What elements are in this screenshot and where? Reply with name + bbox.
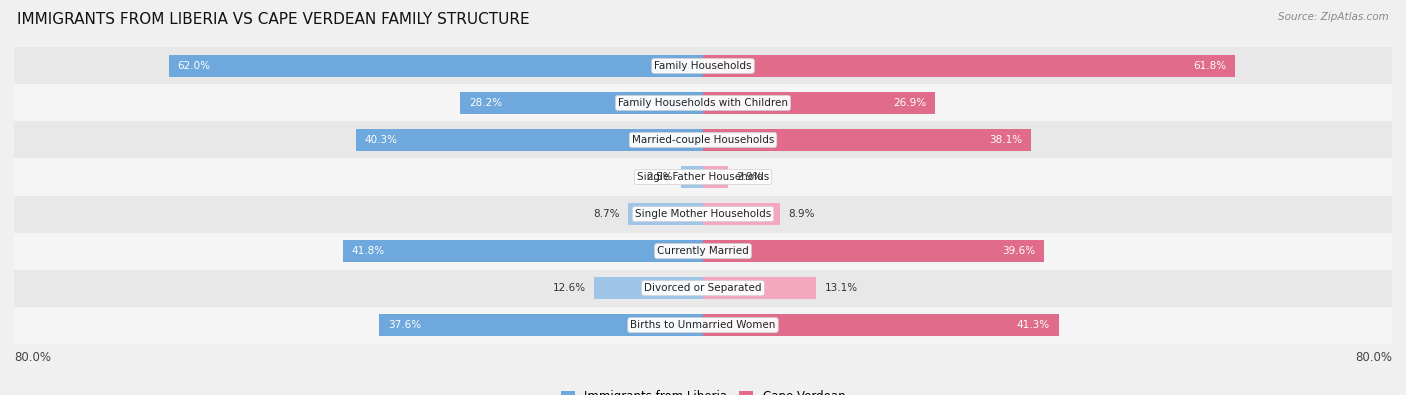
Text: 41.8%: 41.8% — [352, 246, 385, 256]
Bar — [703, 92, 935, 114]
Bar — [703, 314, 1059, 336]
Bar — [14, 158, 1392, 196]
Bar — [14, 47, 1392, 85]
Text: 2.9%: 2.9% — [737, 172, 763, 182]
Text: Divorced or Separated: Divorced or Separated — [644, 283, 762, 293]
Bar — [703, 203, 780, 225]
Text: 37.6%: 37.6% — [388, 320, 420, 330]
Bar — [703, 277, 815, 299]
Text: IMMIGRANTS FROM LIBERIA VS CAPE VERDEAN FAMILY STRUCTURE: IMMIGRANTS FROM LIBERIA VS CAPE VERDEAN … — [17, 12, 530, 27]
Bar — [14, 85, 1392, 121]
Bar — [356, 129, 703, 151]
Text: 13.1%: 13.1% — [824, 283, 858, 293]
Text: 28.2%: 28.2% — [468, 98, 502, 108]
Text: Married-couple Households: Married-couple Households — [631, 135, 775, 145]
Legend: Immigrants from Liberia, Cape Verdean: Immigrants from Liberia, Cape Verdean — [561, 390, 845, 395]
Bar — [14, 233, 1392, 269]
Bar — [343, 240, 703, 262]
Bar — [703, 55, 1236, 77]
Bar — [628, 203, 703, 225]
Text: 8.9%: 8.9% — [789, 209, 814, 219]
Text: 8.7%: 8.7% — [593, 209, 620, 219]
Bar — [682, 166, 703, 188]
Bar — [14, 196, 1392, 233]
Text: Births to Unmarried Women: Births to Unmarried Women — [630, 320, 776, 330]
Text: Single Mother Households: Single Mother Households — [636, 209, 770, 219]
Text: Single Father Households: Single Father Households — [637, 172, 769, 182]
Text: Family Households with Children: Family Households with Children — [619, 98, 787, 108]
Text: 39.6%: 39.6% — [1002, 246, 1035, 256]
Text: 38.1%: 38.1% — [990, 135, 1022, 145]
Text: 41.3%: 41.3% — [1017, 320, 1050, 330]
Bar — [460, 92, 703, 114]
Text: 62.0%: 62.0% — [177, 61, 211, 71]
Bar — [703, 240, 1045, 262]
Bar — [169, 55, 703, 77]
Text: 12.6%: 12.6% — [553, 283, 586, 293]
Text: Family Households: Family Households — [654, 61, 752, 71]
Text: 40.3%: 40.3% — [364, 135, 398, 145]
Bar — [703, 166, 728, 188]
Text: 2.5%: 2.5% — [647, 172, 673, 182]
Bar — [14, 121, 1392, 158]
Text: 80.0%: 80.0% — [14, 351, 51, 364]
Text: 26.9%: 26.9% — [893, 98, 927, 108]
Text: 61.8%: 61.8% — [1194, 61, 1226, 71]
Bar — [380, 314, 703, 336]
Bar — [14, 307, 1392, 344]
Bar — [703, 129, 1031, 151]
Text: Source: ZipAtlas.com: Source: ZipAtlas.com — [1278, 12, 1389, 22]
Text: Currently Married: Currently Married — [657, 246, 749, 256]
Bar — [14, 269, 1392, 307]
Bar — [595, 277, 703, 299]
Text: 80.0%: 80.0% — [1355, 351, 1392, 364]
